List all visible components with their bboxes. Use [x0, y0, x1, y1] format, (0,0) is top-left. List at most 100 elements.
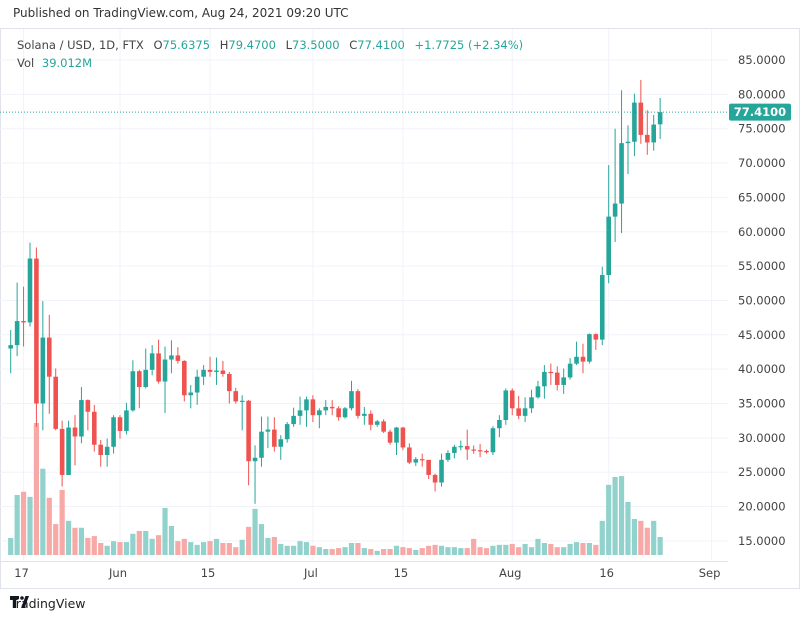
candle-body [657, 112, 663, 125]
volume-bar [85, 537, 91, 555]
volume-bar [239, 539, 245, 555]
candle-body [374, 421, 380, 425]
candle-body [188, 392, 194, 396]
candle-body [574, 356, 579, 364]
candle-body [561, 377, 566, 385]
x-tick-label: Jul [303, 566, 318, 580]
volume-bar [612, 477, 618, 555]
volume-bar [618, 476, 625, 555]
volume-bar [567, 543, 573, 555]
candle-body [587, 334, 592, 362]
time-axis[interactable]: 17 Jun 15 Jul 15 Aug 16 Sep [0, 561, 728, 581]
candle-body [426, 459, 431, 475]
volume-bar [117, 542, 123, 555]
volume-bar [651, 520, 657, 555]
candle-body [162, 359, 168, 382]
volume-bar [194, 544, 200, 555]
candle-body [40, 337, 46, 404]
volume-bar [522, 543, 528, 555]
candle-body [355, 391, 361, 416]
volume-bar [477, 547, 483, 555]
volume-bar [631, 519, 638, 555]
volume-bar [40, 468, 46, 555]
volume-bar [503, 544, 509, 555]
volume-bar [374, 550, 380, 555]
volume-bar [387, 549, 393, 555]
candle-body [182, 360, 187, 396]
volume-bar [226, 543, 232, 555]
candle-body [400, 427, 406, 448]
last-price-label: 77.4100 [729, 103, 791, 121]
volume-bar [644, 527, 650, 555]
change-value: +1.7725 (+2.34%) [414, 38, 524, 52]
candle-body [497, 419, 502, 429]
volume-bar [471, 538, 477, 555]
high-value: 79.4700 [228, 38, 276, 52]
candle-body [130, 371, 136, 411]
candle-body [91, 411, 97, 445]
volume-bar [490, 545, 496, 555]
y-tick-label: 55.0000 [738, 259, 786, 273]
candle-body [207, 369, 213, 372]
candle-body [323, 406, 329, 411]
volume-bar [451, 547, 457, 555]
volume-bar [323, 549, 329, 555]
candle-body [651, 124, 656, 143]
y-tick-label: 50.0000 [738, 293, 786, 307]
candle-body [201, 369, 206, 377]
candlestick-chart[interactable]: 85.0000 80.0000 75.0000 70.0000 65.0000 60.00… [0, 0, 801, 592]
x-tick-label: 15 [201, 566, 216, 580]
candle-body [117, 417, 123, 431]
volume-bar [181, 538, 187, 555]
candle-body [458, 446, 464, 448]
open-label: O [153, 38, 163, 52]
candle-body [297, 410, 303, 416]
candle-body [516, 408, 521, 416]
y-tick-label: 80.0000 [738, 87, 786, 101]
volume-bar [168, 525, 175, 555]
candle-body [34, 258, 39, 404]
candle-body [214, 370, 219, 372]
volume-bar [548, 543, 554, 555]
volume-row: Vol 39.012M [17, 54, 523, 72]
candle-body [149, 353, 155, 370]
volume-bar [258, 524, 265, 555]
tradingview-logo[interactable]: TradingView [10, 596, 86, 611]
candle-body [503, 390, 509, 420]
candle-body [471, 449, 476, 451]
volume-bar [316, 547, 322, 555]
y-tick-label: 75.0000 [738, 122, 786, 136]
volume-bar [432, 544, 438, 555]
candle-body [580, 356, 586, 362]
volume-bar [329, 549, 335, 555]
candle-body [542, 371, 547, 387]
candle-body [419, 459, 425, 461]
volume-bar [606, 484, 612, 555]
volume-bar [271, 537, 277, 555]
volume-bar [213, 538, 220, 555]
candle-body [21, 321, 26, 323]
volume-bar [155, 535, 162, 555]
candle-body [638, 102, 644, 135]
candle-body [644, 134, 650, 143]
volume-bar [149, 538, 155, 555]
candles [8, 79, 663, 504]
volume-bar [123, 542, 130, 555]
candle-body [464, 446, 470, 450]
grid [0, 29, 728, 560]
volume-value: 39.012M [41, 56, 93, 70]
candle-body [72, 427, 78, 437]
x-tick-label: 15 [394, 566, 409, 580]
candle-body [8, 345, 13, 349]
volume-bar [284, 545, 290, 555]
candle-body [233, 391, 239, 402]
candle-body [85, 400, 91, 412]
candle-body [53, 376, 59, 429]
volume-bar [535, 538, 541, 555]
candle-body [342, 408, 348, 418]
volume-bar [336, 548, 342, 555]
symbol-title: Solana / USD, 1D, FTX [17, 38, 144, 52]
candle-body [246, 400, 251, 462]
price-axis[interactable]: 85.0000 80.0000 75.0000 70.0000 65.0000 60.00… [738, 53, 786, 548]
tradingview-logo-icon [10, 596, 29, 608]
